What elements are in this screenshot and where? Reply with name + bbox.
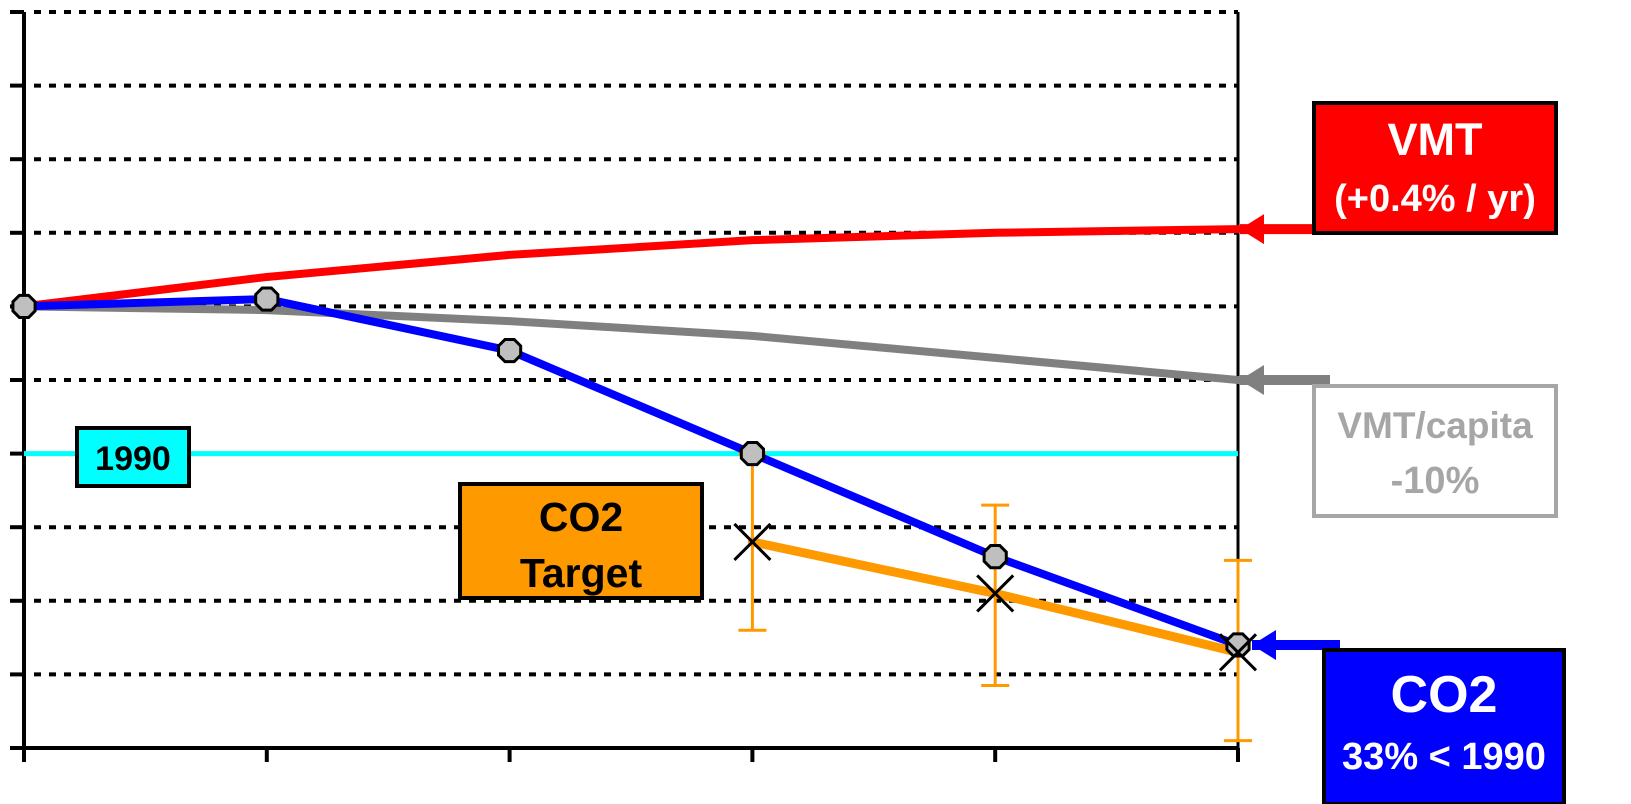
co2-marker <box>497 337 523 364</box>
co2-target-label-background <box>458 482 704 600</box>
co2-arrow-head <box>1252 629 1276 660</box>
co2-target-label-line1: CO2 <box>539 494 623 540</box>
co2-marker <box>254 286 280 312</box>
series-vmt-line <box>20 225 1242 311</box>
co2-label-background <box>1322 648 1566 804</box>
co2-marker <box>11 293 37 319</box>
vmt-label-background <box>1312 101 1558 235</box>
co2-target-marker-x-b <box>976 574 1015 613</box>
vmt-label-box: VMT (+0.4% / yr) <box>1312 101 1558 235</box>
co2-target-marker-x-b <box>1218 633 1258 672</box>
vmt-capita-label-background <box>1312 384 1558 518</box>
vmt-label-line2: (+0.4% / yr) <box>1334 178 1536 220</box>
co2-target-label-box: CO2 Target <box>458 482 704 600</box>
callout-arrows <box>1240 214 1340 660</box>
series-co2-line <box>20 295 1242 649</box>
vmt-capita-label-line1: VMT/capita <box>1337 405 1533 446</box>
label-1990-background <box>75 426 191 488</box>
co2-label-line2: 33% < 1990 <box>1342 736 1546 778</box>
co2-label-box: CO2 33% < 1990 <box>1322 648 1566 804</box>
label-1990-text: 1990 <box>95 440 171 478</box>
co2-target-label-line2: Target <box>520 550 643 596</box>
vmt-label-line1: VMT <box>1388 114 1483 165</box>
co2-target-marker-x-b <box>733 522 772 561</box>
vmt-capita-arrow-head <box>1240 365 1264 395</box>
series-markers <box>11 286 1258 672</box>
co2-marker <box>739 441 765 467</box>
axes <box>10 10 1240 762</box>
co2-marker <box>982 544 1008 570</box>
label-1990-box: 1990 <box>75 426 191 488</box>
vmt-capita-label-box: VMT/capita -10% <box>1312 384 1558 518</box>
series-vmt-capita-line <box>20 302 1242 384</box>
vmt-arrow-head <box>1240 214 1264 245</box>
co2-label-line1: CO2 <box>1391 666 1498 724</box>
vmt-capita-label-line2: -10% <box>1391 460 1480 502</box>
